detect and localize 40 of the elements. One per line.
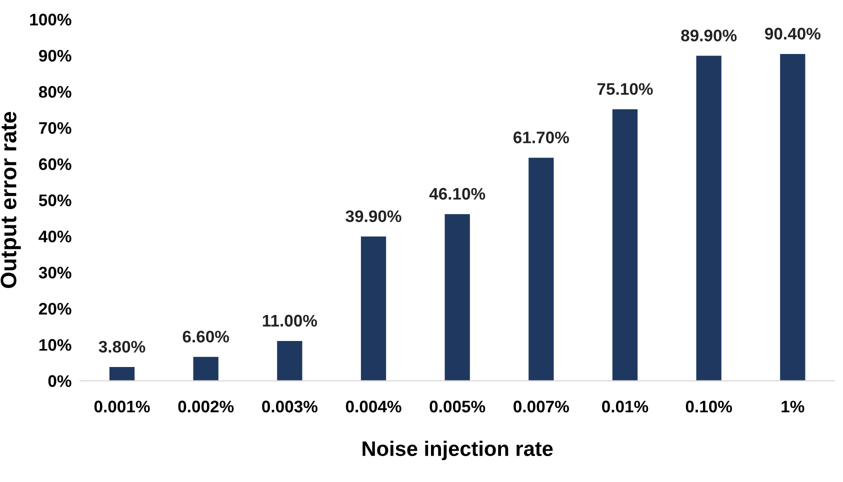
y-tick-label: 30% (38, 266, 72, 279)
x-tick-label: 0.001% (94, 400, 150, 412)
y-tick-label: 60% (39, 158, 72, 170)
bar (444, 214, 470, 381)
data-label: 61.70% (514, 132, 569, 144)
y-tick-label: 10% (39, 339, 72, 351)
data-label: 75.10% (597, 83, 653, 95)
bar (193, 356, 218, 381)
data-label: 6.60% (182, 330, 230, 343)
y-axis-title: Output error rate (0, 112, 21, 288)
x-tick-label: 0.002% (178, 400, 234, 412)
data-label: 3.80% (98, 340, 146, 353)
data-label: 11.00% (262, 314, 318, 327)
y-tick-label: 0% (48, 375, 72, 387)
x-tick-label: 0.003% (262, 400, 318, 412)
bar (528, 158, 554, 381)
y-tick-label: 40% (38, 230, 72, 242)
y-tick-label: 100% (30, 14, 72, 26)
x-axis-title: Noise injection rate (362, 440, 553, 460)
bar (612, 109, 638, 381)
y-tick-label: 20% (38, 302, 72, 315)
data-label: 39.90% (346, 210, 402, 222)
x-tick-label: 1% (782, 400, 804, 412)
bar (696, 56, 722, 381)
bar (360, 236, 386, 381)
y-tick-label: 80% (38, 86, 72, 98)
x-tick-label: 0.01% (602, 400, 648, 412)
x-tick-label: 0.005% (430, 400, 486, 412)
x-tick-label: 0.007% (514, 400, 569, 412)
x-tick-label: 0.10% (686, 400, 732, 412)
data-label: 46.10% (429, 188, 486, 200)
bar (780, 54, 806, 381)
data-label: 89.90% (681, 30, 737, 42)
bar (109, 367, 135, 381)
x-tick-label: 0.004% (346, 400, 402, 412)
y-tick-label: 70% (39, 122, 72, 134)
data-label: 90.40% (764, 28, 820, 40)
y-tick-label: 50% (38, 194, 72, 206)
bar (277, 341, 302, 381)
y-tick-label: 90% (38, 50, 72, 62)
